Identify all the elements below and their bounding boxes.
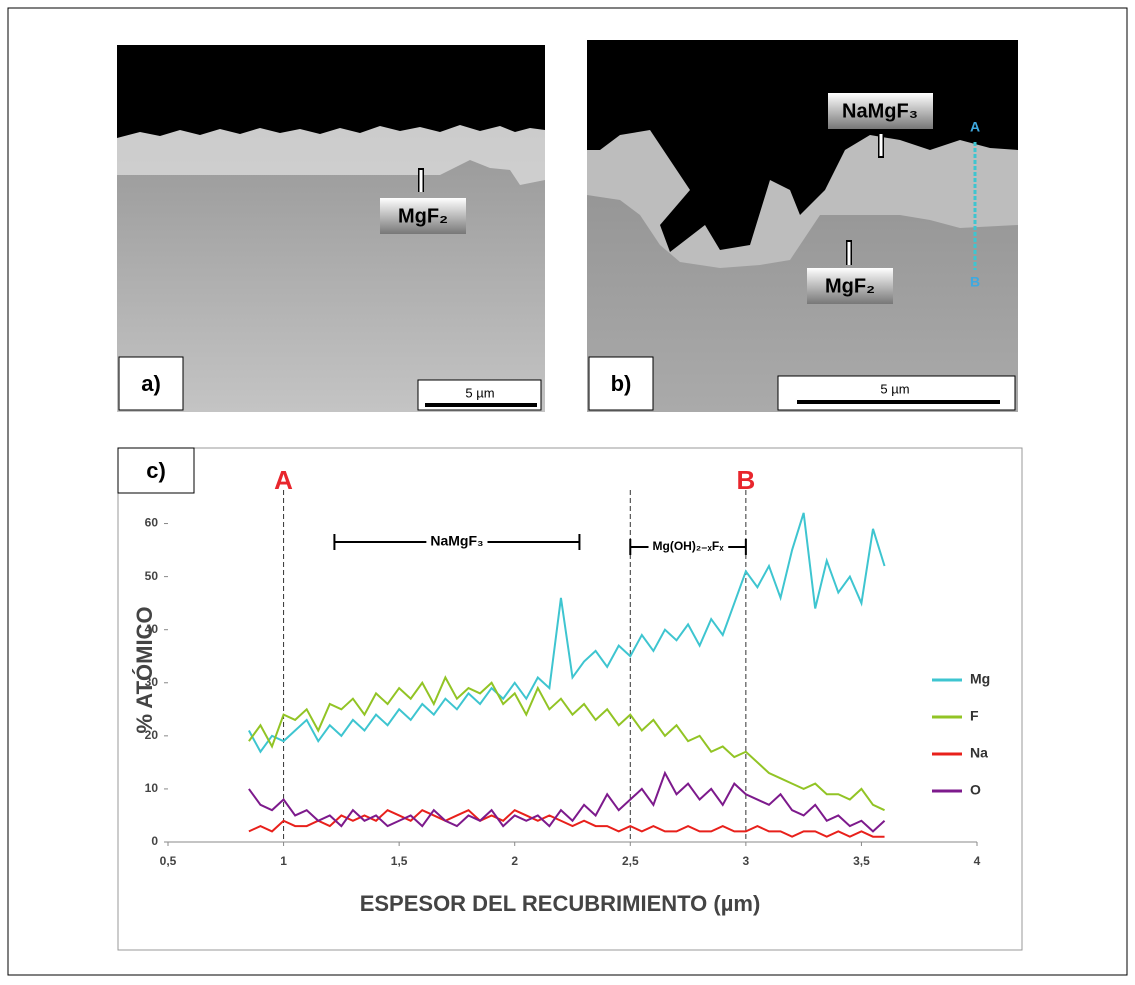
tag-box — [380, 198, 466, 234]
panel-label: c) — [146, 458, 166, 483]
y-axis-title: % ATÓMICO — [132, 606, 157, 733]
scale-bar-label: 5 µm — [880, 381, 909, 396]
x-tick-label: 2 — [511, 854, 518, 868]
scale-bar — [425, 403, 537, 407]
range-label-bg — [426, 530, 488, 551]
y-tick-label: 50 — [145, 569, 159, 583]
y-tick-label: 20 — [145, 728, 159, 742]
tag-box — [828, 93, 933, 129]
y-tick-label: 60 — [145, 516, 159, 530]
line-end: B — [970, 274, 980, 290]
series-line — [248, 770, 886, 833]
x-tick-label: 3 — [743, 854, 750, 868]
x-tick-label: 1 — [280, 854, 287, 868]
y-tick-label: 0 — [151, 834, 158, 848]
legend-label: Na — [970, 745, 988, 761]
tag-box — [807, 268, 893, 304]
x-axis-title: ESPESOR DEL RECUBRIMIENTO (µm) — [360, 891, 761, 916]
range-label: Mg(OH)₂₋ₓFₓ — [653, 539, 725, 553]
x-tick-label: 1,5 — [391, 854, 408, 868]
range-label-bg — [648, 537, 729, 556]
x-tick-label: 3,5 — [853, 854, 870, 868]
panel-a: MgF₂ a) 5 µm — [117, 45, 545, 412]
label-box — [588, 356, 654, 411]
marker-label: B — [736, 465, 755, 495]
x-tick-label: 4 — [974, 854, 981, 868]
label-box — [118, 356, 184, 411]
y-tick-label: 40 — [145, 622, 159, 636]
chart-box — [117, 447, 1023, 951]
legend-label: O — [970, 782, 981, 798]
x-tick-label: 2,5 — [622, 854, 639, 868]
legend-label: F — [970, 708, 979, 724]
scale-bar-label: 5 µm — [465, 385, 494, 400]
annotation: NaMgF₃ — [842, 100, 918, 122]
annotation: MgF₂ — [825, 275, 875, 297]
x-tick-label: 0,5 — [160, 854, 177, 868]
line-end: A — [970, 119, 980, 135]
annotation: MgF₂ — [398, 205, 448, 227]
series-line — [248, 675, 885, 812]
background — [117, 45, 545, 138]
series-line — [248, 808, 885, 838]
legend-label: Mg — [970, 671, 990, 687]
y-tick-label: 10 — [145, 781, 159, 795]
y-tick-label: 30 — [145, 675, 159, 689]
panel-b: A B NaMgF₃ MgF₂ b) 5 µm — [587, 40, 1018, 412]
scale-box — [777, 375, 1016, 411]
range-label: NaMgF₃ — [430, 533, 483, 549]
series-line — [248, 512, 886, 754]
panel-label: a) — [141, 371, 161, 396]
label-box — [117, 447, 195, 494]
frame — [7, 7, 1128, 976]
scale-bar — [797, 400, 1000, 404]
marker-label: A — [274, 465, 293, 495]
chart: c) ESPESOR DEL RECUBRIMIENTO (µm) % ATÓM… — [117, 447, 1023, 951]
panel-label: b) — [611, 371, 632, 396]
